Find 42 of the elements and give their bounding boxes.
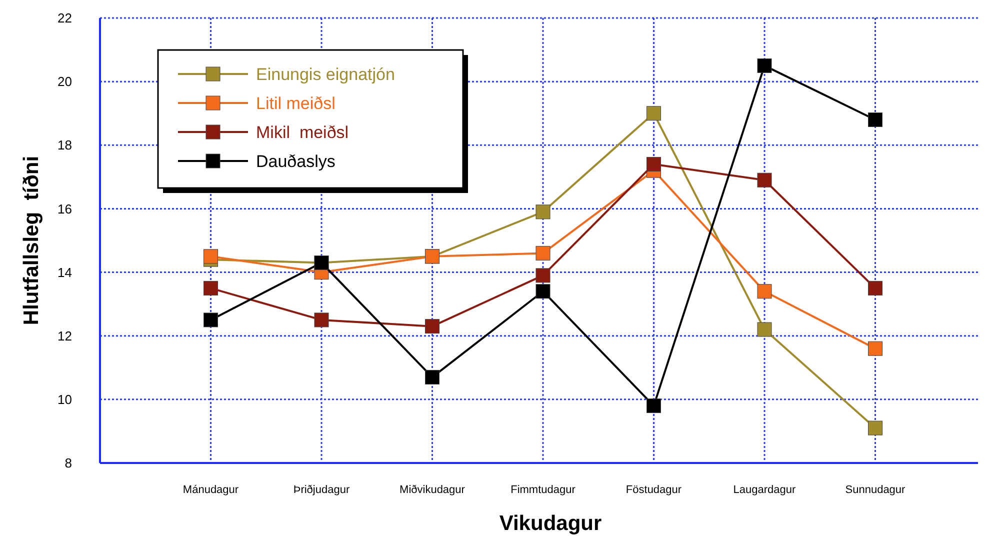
x-tick-label: Sunnudagur xyxy=(845,484,906,496)
point xyxy=(204,312,218,328)
point xyxy=(536,246,550,260)
point xyxy=(314,312,329,328)
point xyxy=(425,370,440,384)
legend-label: Litil meiðsl xyxy=(256,94,336,113)
legend-label: Einungis eignatjón xyxy=(256,64,395,84)
x-tick-label: Fimmtudagur xyxy=(510,484,576,496)
point xyxy=(757,172,772,188)
point xyxy=(757,284,772,299)
point xyxy=(646,156,661,172)
y-tick-label: 18 xyxy=(58,138,72,153)
point xyxy=(425,319,440,334)
y-tick-label: 12 xyxy=(58,328,72,344)
point xyxy=(868,341,882,356)
x-tick-label: Laugardagur xyxy=(733,484,796,496)
y-tick-label: 16 xyxy=(58,201,72,216)
y-tick-label: 14 xyxy=(58,264,72,280)
legend-label: Dauðaslys xyxy=(256,152,336,171)
point xyxy=(646,398,661,414)
point xyxy=(868,280,882,296)
y-axis-title: Hlutfallsleg tíðni xyxy=(20,156,43,326)
x-tick-label: Föstudagur xyxy=(626,484,682,496)
point xyxy=(868,420,882,436)
y-tick-label: 10 xyxy=(58,392,72,407)
y-tick-label: 8 xyxy=(64,456,72,471)
x-tick-label: Miðvikudagur xyxy=(400,484,466,496)
y-tick-label: 22 xyxy=(58,10,72,26)
legend-label: Mikil meiðsl xyxy=(256,122,349,142)
point xyxy=(868,112,882,127)
x-tick-label: Mánudagur xyxy=(182,484,239,496)
point xyxy=(204,249,218,264)
point xyxy=(536,268,550,283)
x-tick-label: Þriðjudagur xyxy=(293,484,350,496)
point xyxy=(204,280,218,296)
point xyxy=(646,106,661,121)
y-tick-label: 20 xyxy=(58,74,72,90)
point xyxy=(757,322,772,337)
point xyxy=(536,284,550,299)
x-axis-title: Vikudagur xyxy=(499,512,602,535)
point xyxy=(536,204,550,220)
point xyxy=(757,58,772,73)
